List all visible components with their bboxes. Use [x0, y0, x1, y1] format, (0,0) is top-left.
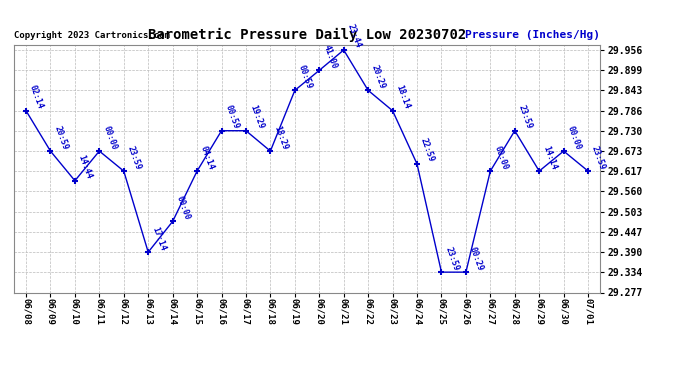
- Text: 23:59: 23:59: [517, 104, 534, 130]
- Text: 23:44: 23:44: [346, 23, 363, 50]
- Text: 00:29: 00:29: [468, 245, 485, 272]
- Text: 22:59: 22:59: [419, 137, 436, 164]
- Text: 00:00: 00:00: [101, 124, 118, 151]
- Text: 20:59: 20:59: [52, 124, 70, 151]
- Text: 17:14: 17:14: [150, 225, 167, 252]
- Text: 23:59: 23:59: [444, 245, 460, 272]
- Text: 00:00: 00:00: [175, 195, 192, 221]
- Text: 23:59: 23:59: [126, 144, 143, 171]
- Text: 00:59: 00:59: [297, 63, 314, 90]
- Text: Copyright 2023 Cartronics.com: Copyright 2023 Cartronics.com: [14, 31, 170, 40]
- Text: 00:59: 00:59: [224, 104, 241, 130]
- Text: 18:14: 18:14: [395, 84, 411, 110]
- Text: 04:14: 04:14: [199, 144, 216, 171]
- Text: 23:59: 23:59: [590, 144, 607, 171]
- Title: Barometric Pressure Daily Low 20230702: Barometric Pressure Daily Low 20230702: [148, 28, 466, 42]
- Text: 41:00: 41:00: [322, 44, 338, 70]
- Text: 02:14: 02:14: [28, 84, 45, 110]
- Text: 00:00: 00:00: [492, 144, 509, 171]
- Text: 18:29: 18:29: [273, 124, 289, 151]
- Text: 00:00: 00:00: [566, 124, 582, 151]
- Text: 19:29: 19:29: [248, 104, 265, 130]
- Text: 20:29: 20:29: [370, 63, 387, 90]
- Text: 14:44: 14:44: [77, 154, 94, 180]
- Text: Pressure (Inches/Hg): Pressure (Inches/Hg): [465, 30, 600, 40]
- Text: 14:14: 14:14: [541, 144, 558, 171]
